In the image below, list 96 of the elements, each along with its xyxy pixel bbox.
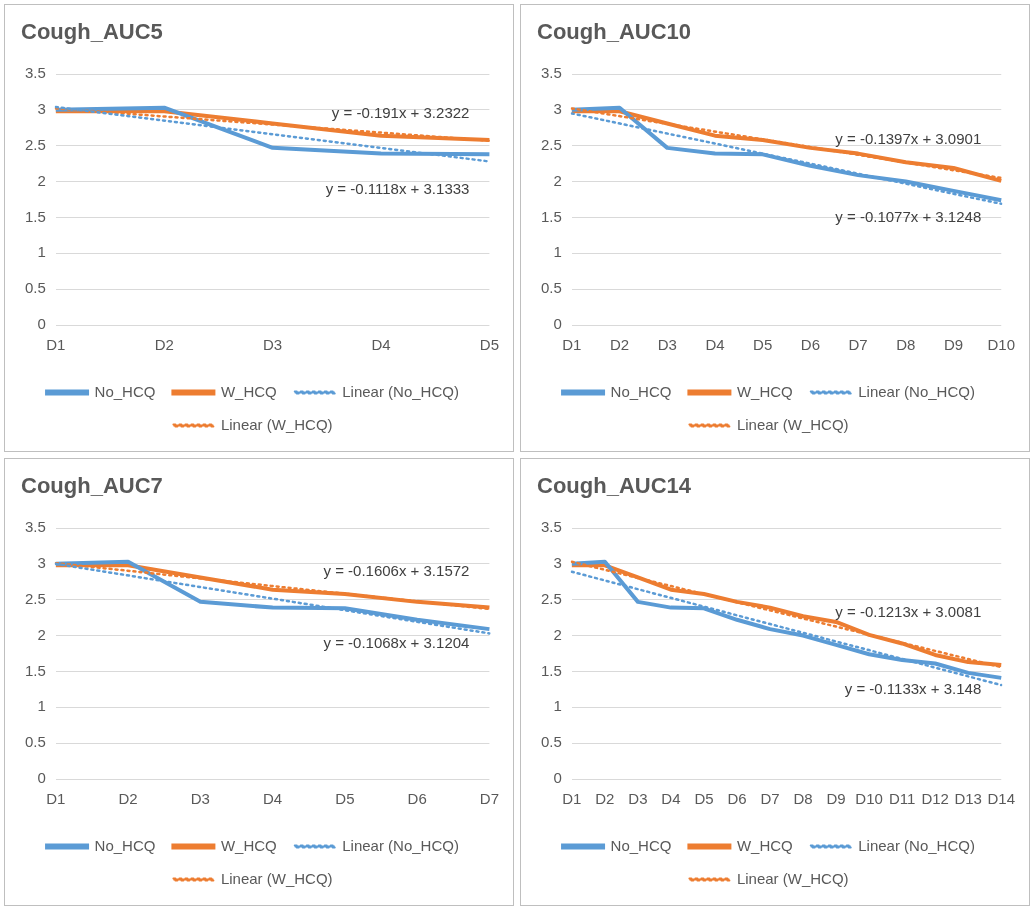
y-tick-label: 3.5 [540,518,562,536]
y-tick-label: 0.5 [540,733,562,751]
y-tick-label: 1 [553,243,562,261]
y-tick-label: 1 [37,697,46,715]
y-tick-label: 3.5 [24,64,46,82]
legend-label: Linear (No_HCQ) [858,836,975,854]
legend-label: W_HCQ [220,836,277,854]
x-tick-label: D5 [753,336,773,354]
legend-label: No_HCQ [94,836,156,854]
x-tick-label: D1 [562,790,582,808]
x-tick-label: D4 [263,790,283,808]
annotation: y = -0.1077x + 3.1248 [835,207,982,225]
legend-label: W_HCQ [736,836,793,854]
x-tick-label: D6 [727,790,747,808]
x-tick-label: D3 [628,790,648,808]
x-tick-label: D7 [760,790,780,808]
x-tick-label: D8 [793,790,813,808]
x-tick-label: D4 [661,790,681,808]
y-tick-label: 3 [37,100,46,117]
y-tick-label: 1 [553,697,562,715]
annotation: y = -0.1606x + 3.1572 [323,562,470,580]
x-tick-label: D10 [987,336,1016,354]
chart-title: Cough_AUC14 [537,473,692,499]
y-tick-label: 0 [553,315,562,333]
y-tick-label: 1.5 [540,661,562,679]
legend-label: No_HCQ [94,382,156,400]
x-tick-label: D2 [595,790,615,808]
legend-label: Linear (W_HCQ) [736,415,849,433]
x-tick-label: D9 [943,336,964,354]
legend-label: Linear (No_HCQ) [342,382,459,400]
legend-label: No_HCQ [610,836,672,854]
x-tick-label: D6 [407,790,427,808]
x-tick-label: D1 [46,790,66,808]
y-tick-label: 2.5 [24,589,46,607]
x-tick-label: D5 [335,790,355,808]
legend-label: W_HCQ [220,382,277,400]
y-tick-label: 1 [37,243,46,261]
x-tick-label: D11 [888,790,916,808]
y-tick-label: 2 [553,625,562,643]
annotation: y = -0.1213x + 3.0081 [835,602,982,620]
x-tick-label: D1 [562,336,582,354]
x-tick-label: D1 [46,336,66,354]
y-tick-label: 1.5 [540,207,562,225]
legend-label: Linear (No_HCQ) [858,382,975,400]
legend-label: Linear (No_HCQ) [342,836,459,854]
x-tick-label: D5 [694,790,714,808]
y-tick-label: 3 [37,554,46,571]
x-tick-label: D3 [190,790,210,808]
x-tick-label: D10 [855,790,883,808]
annotation: y = -0.1118x + 3.1333 [325,179,470,197]
x-tick-label: D3 [263,336,283,354]
y-tick-label: 3.5 [540,64,562,82]
y-tick-label: 0.5 [540,279,562,297]
x-tick-label: D8 [896,336,916,354]
x-tick-label: D6 [800,336,820,354]
x-tick-label: D12 [921,790,949,808]
x-tick-label: D7 [848,336,868,354]
y-tick-label: 3.5 [24,518,46,536]
y-tick-label: 1.5 [24,661,46,679]
annotation: y = -0.191x + 3.2322 [331,103,470,121]
chart-title: Cough_AUC7 [21,473,163,499]
x-tick-label: D2 [609,336,630,354]
y-tick-label: 2.5 [540,135,562,153]
y-tick-label: 2.5 [540,589,562,607]
chart-title: Cough_AUC10 [537,19,692,45]
x-tick-label: D4 [705,336,725,354]
legend-label: Linear (W_HCQ) [220,415,333,433]
y-tick-label: 3 [553,100,562,117]
x-tick-label: D13 [954,790,982,808]
x-tick-label: D9 [826,790,846,808]
x-tick-label: D7 [479,790,500,808]
y-tick-label: 2 [553,171,562,189]
y-tick-label: 0.5 [24,279,46,297]
legend-label: Linear (W_HCQ) [220,869,333,887]
legend-label: Linear (W_HCQ) [736,869,849,887]
y-tick-label: 0 [37,769,46,787]
y-tick-label: 0 [553,769,562,787]
annotation: y = -0.1397x + 3.0901 [835,130,982,148]
x-tick-label: D2 [118,790,138,808]
y-tick-label: 2 [37,625,46,643]
y-tick-label: 1.5 [24,207,46,225]
y-tick-label: 2 [37,171,46,189]
legend-label: No_HCQ [610,382,672,400]
y-tick-label: 0.5 [24,733,46,751]
y-tick-label: 2.5 [24,135,46,153]
chart-title: Cough_AUC5 [21,19,163,45]
x-tick-label: D14 [987,790,1016,808]
legend-label: W_HCQ [736,382,793,400]
y-tick-label: 3 [553,554,562,571]
x-tick-label: D4 [371,336,391,354]
x-tick-label: D5 [479,336,500,354]
y-tick-label: 0 [37,315,46,333]
x-tick-label: D3 [657,336,677,354]
x-tick-label: D2 [154,336,174,354]
annotation: y = -0.1133x + 3.148 [844,680,982,698]
annotation: y = -0.1068x + 3.1204 [323,634,470,652]
